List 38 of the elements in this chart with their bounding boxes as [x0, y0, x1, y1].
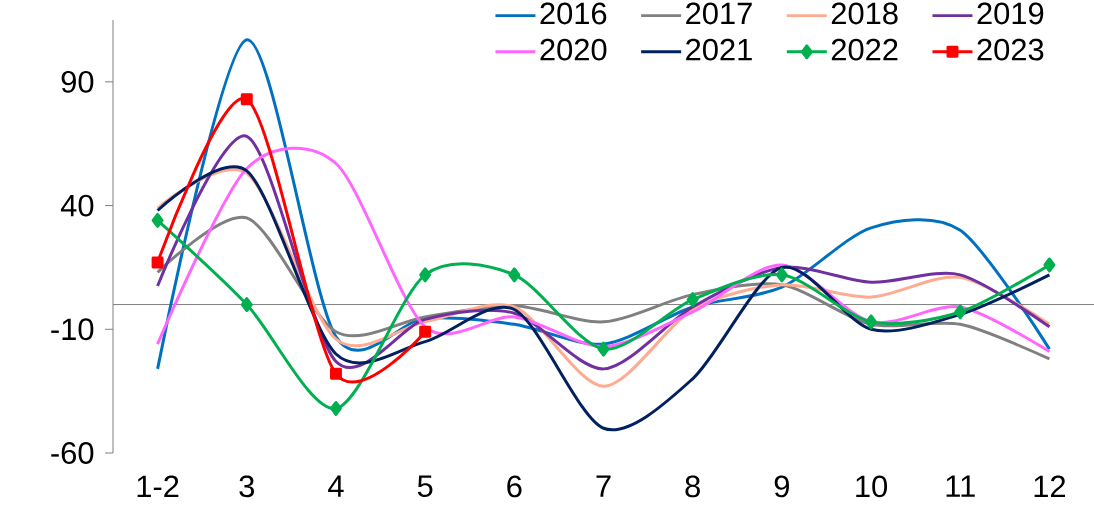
point [508, 267, 521, 283]
y-tick-label: 90 [61, 70, 94, 93]
point [240, 297, 253, 313]
point [151, 256, 164, 269]
x-tick-label: 8 [685, 475, 700, 498]
y-tick-label: -60 [51, 442, 94, 464]
legend-label: 2019 [977, 2, 1044, 25]
legend-label: 2020 [540, 38, 607, 61]
legend-label: 2017 [686, 2, 752, 25]
legend-label: 2022 [831, 38, 898, 61]
point [775, 267, 788, 283]
point [151, 212, 164, 228]
x-tick-label: 6 [507, 475, 522, 498]
point [329, 400, 342, 416]
point [419, 325, 432, 338]
legend-label: 2018 [831, 2, 898, 25]
x-tick-label: 5 [417, 475, 433, 498]
point [686, 292, 699, 308]
x-tick-label: 3 [239, 475, 255, 498]
point [865, 314, 878, 330]
point [1043, 257, 1056, 273]
point [597, 341, 610, 357]
legend-label: 2016 [540, 2, 607, 25]
x-tick-label: 11 [946, 475, 975, 497]
y-tick-label: 40 [60, 194, 94, 217]
x-tick-label: 7 [596, 475, 611, 497]
x-tick-label: 1-2 [137, 475, 179, 498]
point [419, 267, 432, 283]
x-tick-label: 12 [1034, 475, 1066, 498]
legend-label: 2023 [977, 38, 1044, 61]
x-tick-label: 9 [774, 475, 789, 498]
point [954, 304, 967, 320]
point [329, 367, 342, 380]
x-tick-label: 10 [856, 475, 888, 498]
point [240, 93, 253, 106]
x-tick-label: 4 [328, 475, 344, 497]
y-tick-label: -10 [51, 318, 94, 341]
legend-label: 2021 [686, 38, 752, 61]
